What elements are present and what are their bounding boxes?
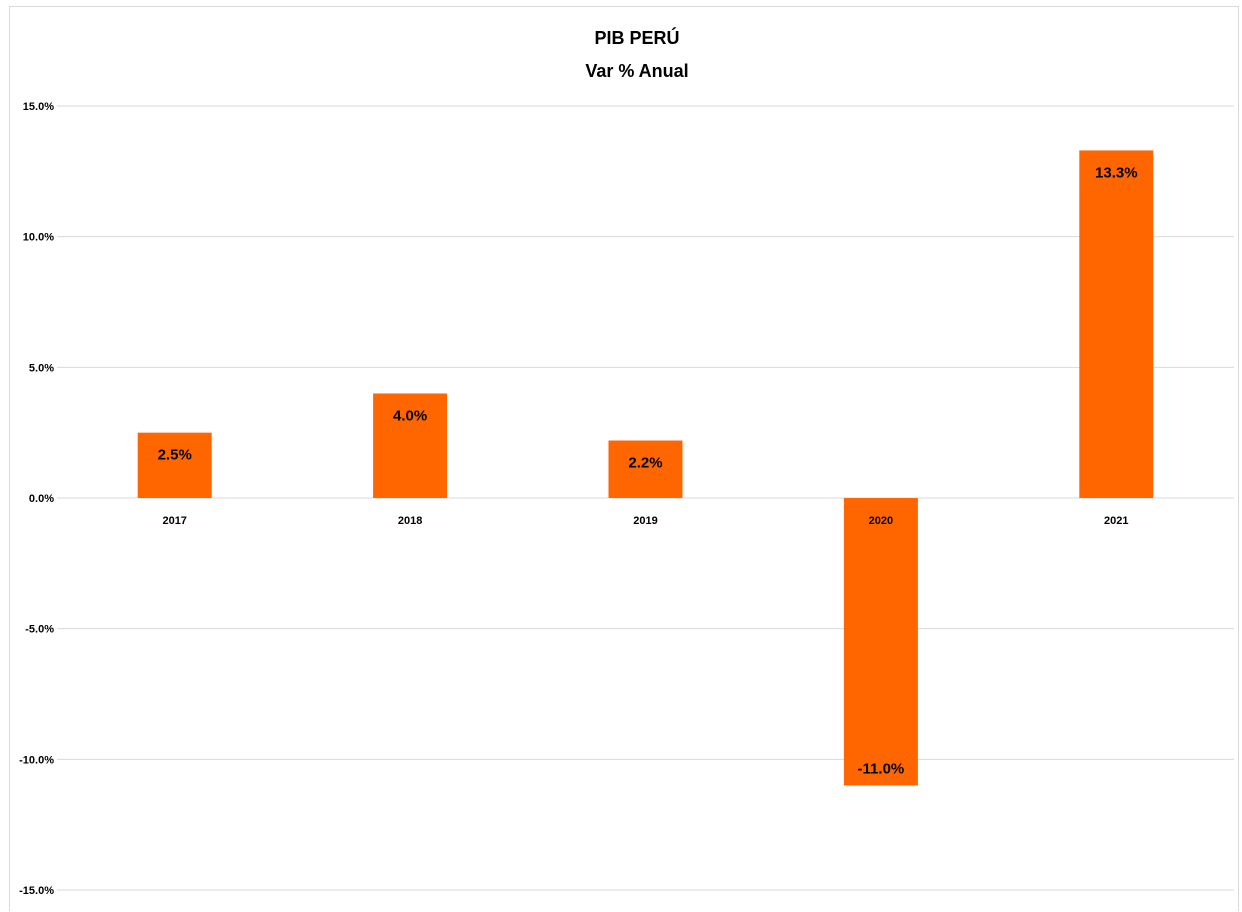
y-tick-label: 0.0% [29, 493, 54, 505]
y-tick-label: 10.0% [23, 232, 54, 244]
bar-2019 [608, 440, 683, 498]
labels: 15.0% 10.0% 5.0% 0.0% -5.0% -10.0% -15.0% 2017 2… [19, 101, 1137, 897]
y-tick-label: 5.0% [29, 362, 54, 374]
bar-2021 [1079, 150, 1154, 498]
bar-2017 [137, 432, 212, 498]
data-label: 4.0% [393, 407, 427, 424]
y-tick-label: 15.0% [23, 101, 54, 113]
bars [137, 150, 1154, 786]
bar-2018 [373, 393, 448, 498]
gridlines [57, 105, 1234, 891]
y-tick-label: -15.0% [19, 885, 54, 897]
bar-2020 [843, 498, 918, 786]
y-tick-label: -10.0% [19, 754, 54, 766]
data-label: 13.3% [1095, 164, 1138, 181]
data-label: 2.5% [158, 447, 192, 464]
chart-frame: 15.0% 10.0% 5.0% 0.0% -5.0% -10.0% -15.0% 2017 2… [9, 6, 1239, 911]
x-tick-label: 2021 [1104, 515, 1128, 527]
data-label: 2.2% [628, 455, 662, 472]
bar-chart: 15.0% 10.0% 5.0% 0.0% -5.0% -10.0% -15.0% 2017 2… [19, 27, 1234, 897]
data-label: -11.0% [858, 760, 905, 777]
x-tick-label: 2018 [398, 515, 422, 527]
y-tick-label: -5.0% [25, 624, 54, 636]
x-tick-label: 2020 [869, 515, 893, 527]
chart-subtitle: Var % Anual [585, 61, 688, 81]
x-tick-label: 2017 [162, 515, 186, 527]
chart-title: PIB PERÚ [594, 27, 679, 48]
x-tick-label: 2019 [633, 515, 657, 527]
